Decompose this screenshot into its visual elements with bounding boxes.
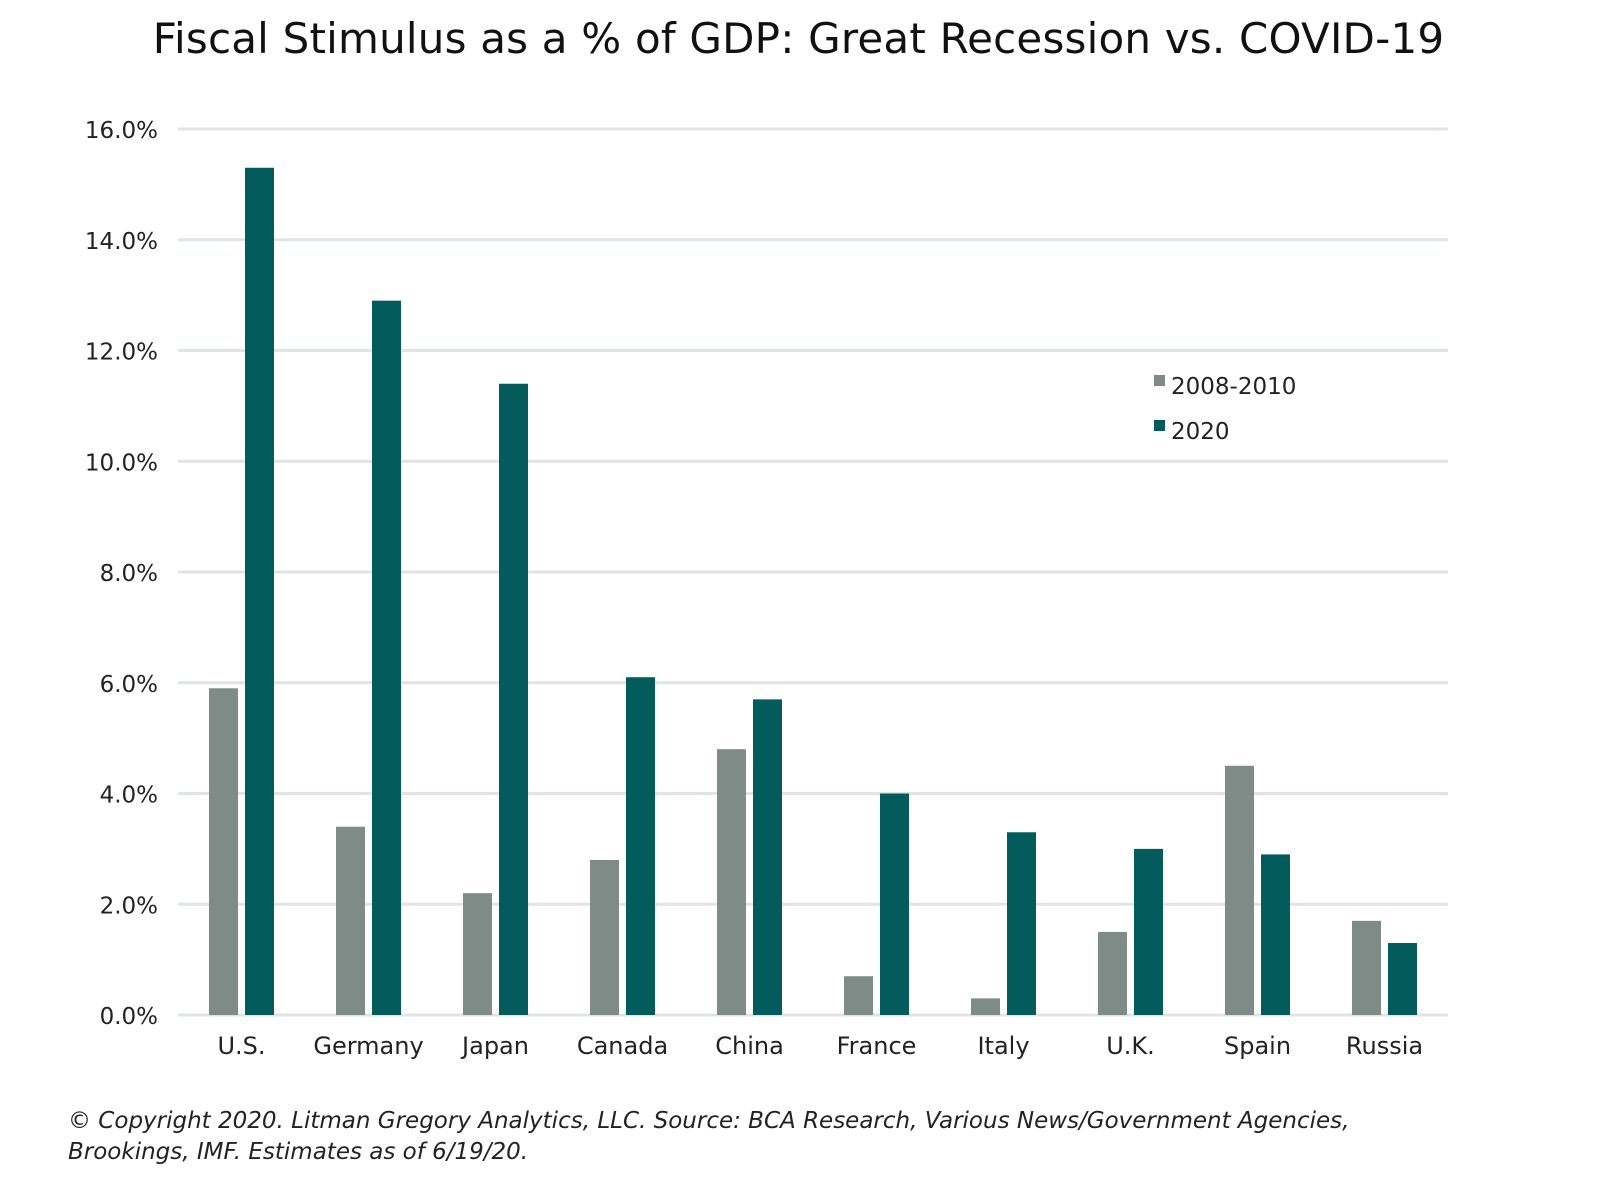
bar-2020-u-k- bbox=[1134, 848, 1163, 1015]
bar-2008-2010-italy bbox=[971, 998, 1000, 1015]
legend: 2008-2010 2020 bbox=[1154, 374, 1296, 445]
x-tick-label: France bbox=[837, 1032, 917, 1060]
bar-2008-2010-spain bbox=[1225, 765, 1254, 1015]
x-tick-label: Russia bbox=[1346, 1032, 1423, 1060]
y-tick-label: 14.0% bbox=[85, 229, 158, 255]
bar-2008-2010-russia bbox=[1352, 920, 1381, 1015]
bar-2008-2010-u-s- bbox=[209, 688, 238, 1015]
bar-2020-spain bbox=[1261, 854, 1290, 1015]
legend-label: 2020 bbox=[1171, 419, 1230, 445]
bar-2020-italy bbox=[1007, 832, 1036, 1015]
y-axis-ticks: 0.0% 2.0% 4.0% 6.0% 8.0% 10.0% 12.0% 14.0% 16.0% bbox=[85, 118, 158, 1030]
y-tick-label: 4.0% bbox=[100, 783, 158, 809]
chart-title: Fiscal Stimulus as a % of GDP: Great Rec… bbox=[152, 14, 1445, 63]
source-footnote: © Copyright 2020. Litman Gregory Analyti… bbox=[68, 1108, 1350, 1165]
bar-2020-japan bbox=[499, 383, 528, 1016]
bar-2008-2010-france bbox=[844, 976, 873, 1015]
x-axis-ticks: U.S. Germany Japan Canada China France Italy U.… bbox=[217, 1032, 1423, 1060]
y-tick-label: 6.0% bbox=[100, 672, 158, 698]
x-tick-label: Germany bbox=[313, 1032, 423, 1060]
x-tick-label: Italy bbox=[977, 1032, 1029, 1060]
y-tick-label: 2.0% bbox=[100, 893, 158, 919]
bar-2008-2010-u-k- bbox=[1098, 931, 1127, 1015]
y-tick-label: 0.0% bbox=[100, 1004, 158, 1030]
x-tick-label: Spain bbox=[1224, 1032, 1291, 1060]
legend-swatch bbox=[1154, 420, 1165, 431]
bars bbox=[209, 167, 1417, 1016]
x-tick-label: China bbox=[715, 1032, 784, 1060]
x-tick-label: U.S. bbox=[217, 1032, 265, 1060]
bar-2008-2010-germany bbox=[336, 826, 365, 1015]
bar-2020-u-s- bbox=[245, 167, 274, 1015]
x-tick-label: Japan bbox=[460, 1032, 529, 1060]
x-tick-label: Canada bbox=[577, 1032, 668, 1060]
bar-2020-germany bbox=[372, 300, 401, 1016]
y-tick-label: 10.0% bbox=[85, 450, 158, 476]
x-tick-label: U.K. bbox=[1106, 1032, 1155, 1060]
y-tick-label: 16.0% bbox=[85, 118, 158, 144]
legend-swatch bbox=[1154, 375, 1165, 386]
y-tick-label: 12.0% bbox=[85, 340, 158, 366]
y-tick-label: 8.0% bbox=[100, 561, 158, 587]
bar-2020-china bbox=[753, 699, 782, 1015]
bar-2020-canada bbox=[626, 677, 655, 1015]
bar-2008-2010-canada bbox=[590, 859, 619, 1015]
bar-2020-russia bbox=[1388, 943, 1417, 1015]
legend-label: 2008-2010 bbox=[1171, 374, 1296, 400]
bar-2020-france bbox=[880, 793, 909, 1015]
bar-2008-2010-japan bbox=[463, 893, 492, 1015]
bar-2008-2010-china bbox=[717, 749, 746, 1015]
gridlines bbox=[178, 127, 1448, 1017]
